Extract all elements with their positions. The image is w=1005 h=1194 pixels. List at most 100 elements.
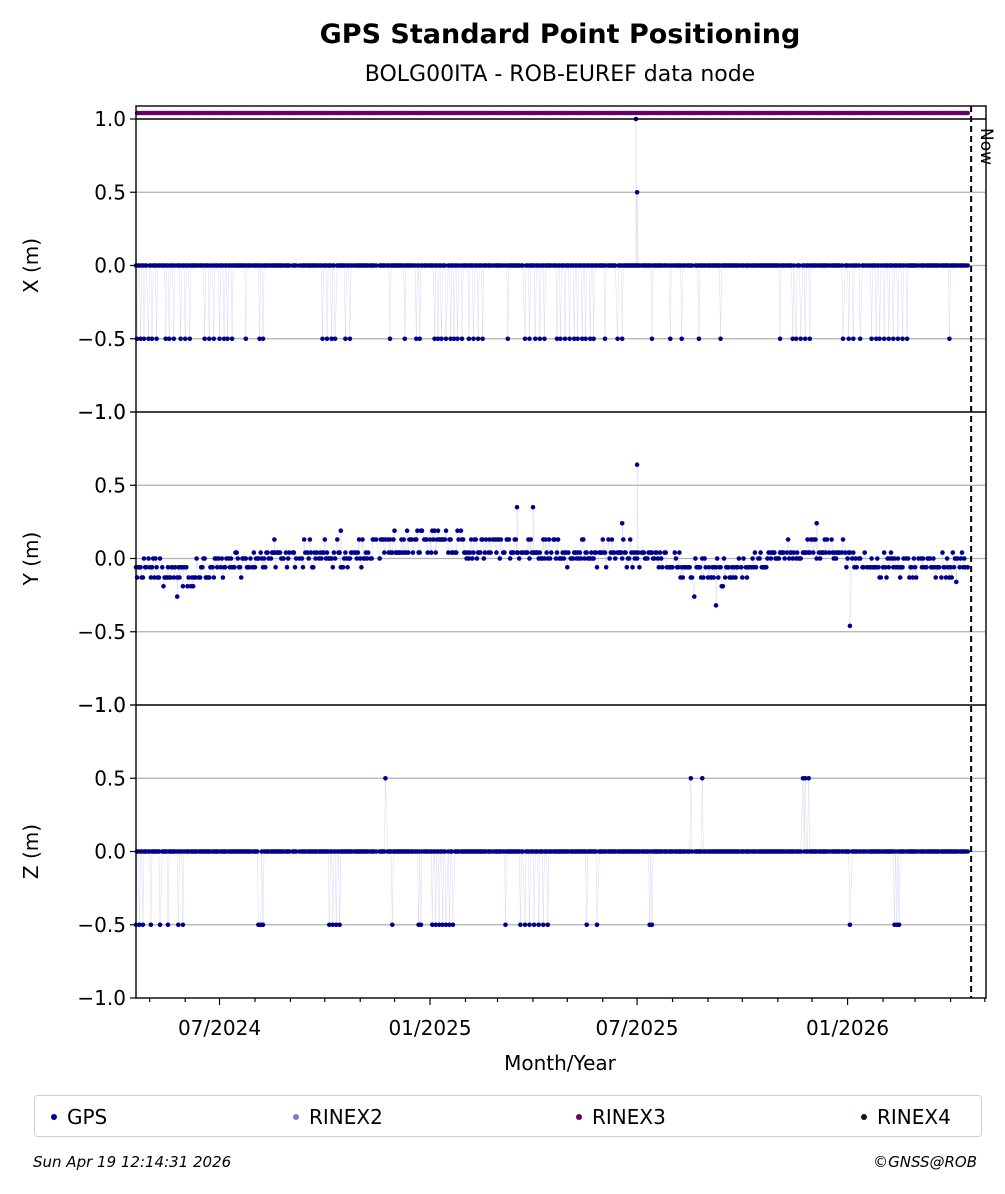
gps-point (257, 336, 262, 342)
gps-point (542, 336, 547, 342)
gps-point (265, 550, 270, 555)
gps-point (593, 550, 599, 555)
gps-point (171, 575, 177, 580)
gps-point (651, 556, 657, 561)
gps-marker-icon (51, 1113, 57, 1120)
gps-point (561, 556, 567, 561)
gps-point (619, 556, 625, 561)
gps-point (140, 922, 146, 928)
gps-point (505, 336, 511, 342)
gps-point (881, 550, 887, 555)
y-tick-label: −1.0 (77, 400, 126, 424)
gps-point (654, 550, 659, 555)
gps-point (965, 565, 970, 570)
gps-point (458, 528, 464, 533)
legend: GPS RINEX2 RINEX3 RINEX4 (34, 1095, 982, 1137)
gps-point (591, 556, 596, 561)
y-axis-label: X (m) (19, 238, 43, 293)
gps-point (846, 849, 851, 854)
gps-point (291, 550, 297, 555)
gps-point (324, 336, 330, 342)
legend-item-rinex4: RINEX4 (861, 1106, 951, 1128)
gps-point (197, 575, 203, 580)
gps-point (798, 336, 803, 342)
gps-point (619, 336, 625, 342)
gps-point (165, 922, 171, 928)
gps-point (965, 263, 970, 268)
gps-point (436, 922, 442, 928)
gps-point (483, 537, 489, 542)
gps-point (940, 550, 945, 555)
gps-point (869, 556, 874, 561)
gps-point (430, 922, 435, 928)
gps-point (965, 849, 970, 854)
gps-point (784, 550, 790, 555)
gps-point (884, 575, 889, 580)
gps-point (301, 537, 307, 542)
gps-point (904, 336, 910, 342)
y-tick-label: 0.0 (94, 547, 126, 571)
gps-point (658, 556, 664, 561)
gps-point (587, 336, 593, 342)
gps-point (327, 922, 332, 928)
gps-point (522, 922, 528, 928)
gps-point (613, 263, 618, 268)
gps-point (721, 556, 727, 561)
gps-point (178, 336, 183, 342)
gps-point (228, 556, 234, 561)
gps-point (892, 556, 897, 561)
gps-point (626, 556, 632, 561)
gps-point (354, 556, 360, 561)
gps-point (716, 575, 721, 580)
gps-point (951, 565, 957, 570)
gps-point (141, 336, 147, 342)
gps-point (861, 565, 866, 570)
gps-point (536, 922, 541, 928)
gps-point (387, 537, 393, 542)
gps-point (254, 849, 260, 854)
gps-point (482, 550, 488, 555)
gps-point (443, 336, 449, 342)
gps-point (949, 575, 954, 580)
rinex2-marker-icon (293, 1113, 299, 1120)
gps-point (498, 537, 504, 542)
gps-point (219, 556, 225, 561)
gps-point (579, 336, 585, 342)
gps-point (214, 565, 220, 570)
gps-point (649, 922, 655, 928)
gps-point (645, 556, 650, 561)
gps-point (895, 556, 901, 561)
chart-title: GPS Standard Point Positioning (320, 19, 801, 50)
gps-point (554, 336, 560, 342)
gps-point (609, 537, 615, 542)
gps-point (331, 263, 337, 268)
gps-point (954, 579, 959, 585)
gps-point (594, 565, 600, 570)
gps-point (689, 263, 695, 268)
gps-point (272, 537, 277, 542)
gps-point (947, 336, 952, 342)
gps-point (237, 565, 243, 570)
gps-point (166, 336, 172, 342)
gps-point (962, 556, 967, 561)
gps-point (435, 336, 441, 342)
gps-point (833, 556, 839, 561)
gps-point (577, 550, 583, 555)
gps-point (138, 336, 143, 342)
gps-point (688, 776, 694, 781)
gps-point (571, 336, 577, 342)
gps-point (277, 550, 283, 555)
now-label: Now (976, 128, 996, 165)
gps-point (758, 550, 763, 555)
gps-point (851, 550, 856, 555)
gps-point (790, 336, 795, 342)
gps-point (263, 565, 268, 570)
gps-point (455, 336, 460, 342)
gps-point (200, 565, 205, 570)
gps-point (459, 336, 465, 342)
gps-point (790, 556, 795, 561)
gps-point (720, 584, 726, 589)
gps-point (513, 537, 519, 542)
gps-point (726, 565, 731, 570)
gps-point (141, 556, 147, 561)
